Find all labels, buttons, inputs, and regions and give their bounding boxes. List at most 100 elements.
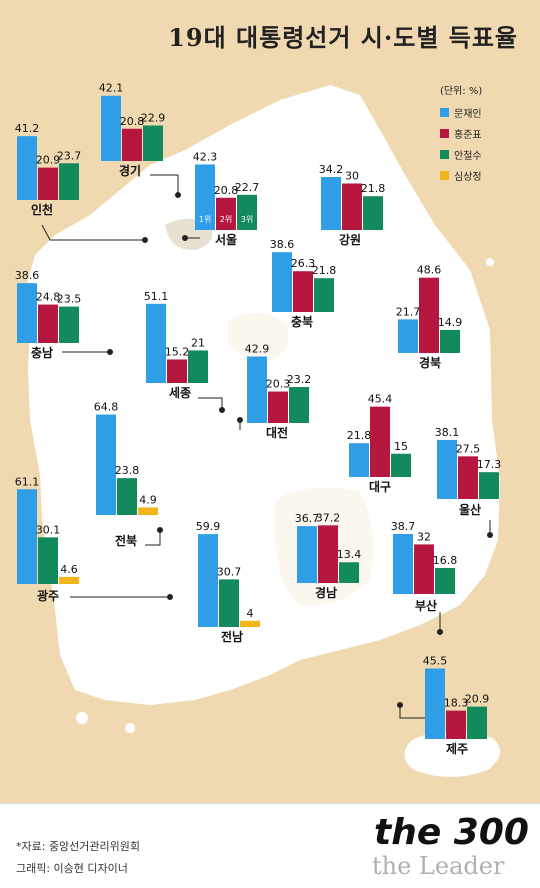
legend-item-moon: 문재인 (440, 105, 532, 120)
region-daejeon-shape (228, 312, 289, 361)
data-label-1-0: 42.1 (99, 82, 124, 95)
leader-dot-5 (219, 407, 225, 413)
data-label-2-1: 20.8 (214, 184, 239, 197)
bar-6-2 (314, 278, 334, 312)
data-label-15-0: 38.7 (391, 520, 416, 533)
leader-dot-9 (157, 527, 163, 533)
credit-note: 그래픽: 이승현 디자이너 (16, 862, 128, 875)
data-label-4-2: 23.5 (57, 293, 82, 306)
island-2 (125, 723, 135, 733)
leader-dot-2 (182, 235, 188, 241)
region-label-3: 강원 (339, 233, 361, 247)
leader-dot-0 (142, 237, 148, 243)
rank-label-1: 2위 (220, 215, 232, 224)
leader-dot-12 (167, 594, 173, 600)
data-label-5-1: 15.2 (165, 345, 190, 358)
data-label-15-1: 32 (417, 530, 431, 543)
data-label-7-0: 21.7 (396, 305, 421, 318)
leader-dot-4 (107, 349, 113, 355)
region-label-11: 울산 (459, 502, 481, 517)
region-label-5: 세종 (169, 385, 191, 400)
bar-16-1 (446, 710, 466, 739)
bar-group-14: 36.737.2 13.4 경남 (295, 511, 362, 600)
data-label-8-2: 23.2 (287, 373, 312, 386)
bar-3-0 (321, 176, 341, 230)
legend-swatch-ahn (440, 150, 449, 159)
leader-line-5 (198, 397, 223, 410)
brand-logo-theleader: the Leader (372, 852, 505, 880)
bar-6-1 (293, 271, 313, 312)
bar-12-3 (59, 576, 79, 584)
data-label-6-2: 21.8 (312, 264, 337, 277)
legend: (단위: %) 문재인 홍준표 안철수 심상정 (440, 82, 532, 189)
bar-14-2 (339, 562, 359, 583)
data-label-4-1: 24.8 (36, 291, 61, 304)
bar-8-2 (289, 387, 309, 423)
data-label-6-0: 38.6 (270, 238, 295, 251)
data-label-16-2: 20.9 (465, 693, 490, 706)
data-label-16-1: 18.3 (444, 697, 469, 710)
page-title: 19대 대통령선거 시·도별 득표율 (168, 23, 518, 52)
source-note: *자료: 중앙선거관리위원회 (16, 840, 141, 853)
data-label-16-0: 45.5 (423, 654, 448, 667)
leader-dot-11 (487, 532, 493, 538)
bar-9-0 (96, 414, 116, 515)
legend-swatch-moon (440, 108, 449, 117)
data-label-14-2: 13.4 (337, 548, 362, 561)
bar-13-3 (240, 620, 260, 627)
data-label-2-0: 42.3 (193, 150, 218, 163)
data-label-8-1: 20.3 (266, 378, 291, 391)
bar-9-3 (138, 507, 158, 515)
data-label-13-0: 59.9 (196, 520, 221, 533)
data-label-10-2: 15 (394, 440, 408, 453)
data-label-6-1: 26.3 (291, 257, 316, 270)
region-label-7: 경북 (419, 356, 441, 370)
data-label-13-3: 4 (247, 607, 254, 620)
data-label-9-2: 23.8 (115, 464, 140, 477)
bar-5-2 (188, 350, 208, 383)
bar-10-2 (391, 453, 411, 477)
legend-item-hong: 홍준표 (440, 126, 532, 141)
legend-label-sim: 심상정 (454, 172, 482, 183)
data-label-1-1: 20.8 (120, 115, 145, 128)
bar-8-0 (247, 356, 267, 423)
data-label-14-1: 37.2 (316, 511, 341, 524)
bar-4-1 (38, 304, 58, 343)
bar-8-1 (268, 391, 288, 423)
region-label-0: 인천 (31, 202, 53, 217)
data-label-5-0: 51.1 (144, 290, 169, 303)
legend-unit: (단위: %) (440, 86, 483, 97)
bar-4-2 (59, 306, 79, 343)
data-label-11-1: 27.5 (456, 442, 481, 455)
data-label-10-0: 21.8 (347, 429, 372, 442)
island-1 (76, 712, 88, 724)
region-label-12: 광주 (37, 588, 59, 603)
bar-group-12: 61.1 30.1 4.6광주 (15, 475, 79, 603)
region-label-8: 대전 (266, 425, 288, 440)
data-label-5-2: 21 (191, 336, 205, 349)
region-label-10: 대구 (369, 480, 391, 494)
bar-11-1 (458, 456, 478, 499)
region-label-15: 부산 (415, 598, 437, 613)
region-label-4: 충남 (31, 345, 53, 360)
island-jeju (404, 730, 501, 777)
bar-0-0 (17, 136, 37, 200)
data-label-3-0: 34.2 (319, 163, 344, 176)
bar-14-0 (297, 526, 317, 583)
leader-dot-1 (175, 192, 181, 198)
brand-logo-the300: the 300 (374, 812, 529, 853)
data-label-7-1: 48.6 (417, 264, 442, 277)
legend-swatch-hong (440, 129, 449, 138)
data-label-14-0: 36.7 (295, 512, 320, 525)
legend-item-sim: 심상정 (440, 168, 532, 183)
bar-12-0 (17, 489, 37, 584)
legend-label-moon: 문재인 (454, 109, 482, 120)
data-label-13-2: 30.7 (217, 565, 242, 578)
bar-13-2 (219, 579, 239, 627)
leader-line-16 (399, 705, 425, 719)
bar-group-10: 21.8 45.4 15 대구 (347, 393, 411, 494)
